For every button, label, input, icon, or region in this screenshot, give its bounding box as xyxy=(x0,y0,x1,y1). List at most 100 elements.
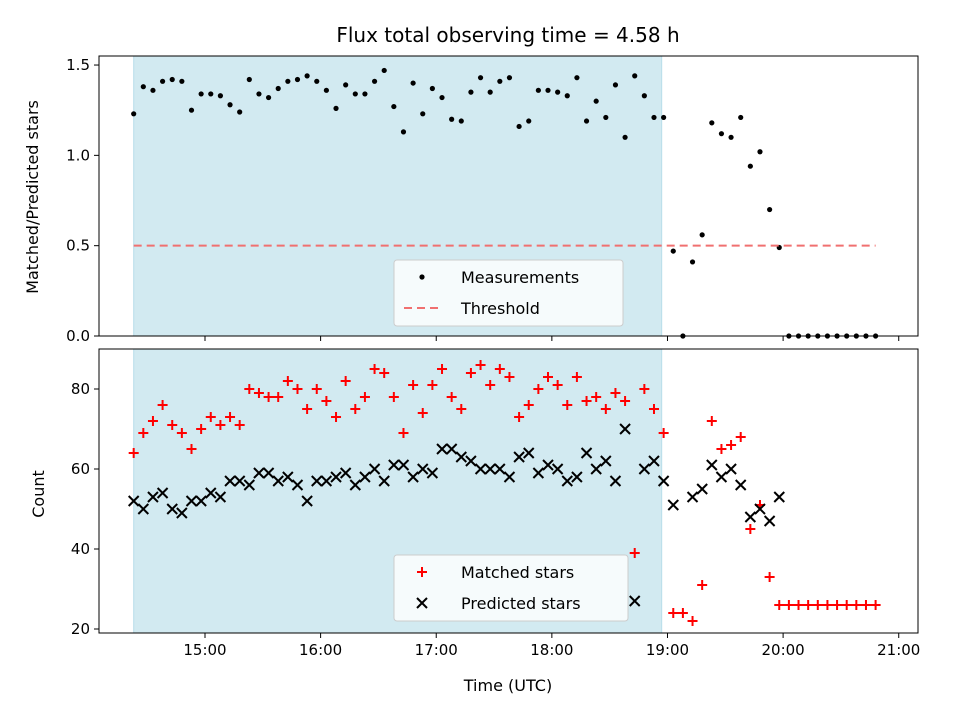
matched-star-point xyxy=(128,448,139,458)
matched-star-point xyxy=(523,400,534,410)
matched-star-point xyxy=(514,412,525,422)
matched-star-point xyxy=(591,392,602,402)
matched-star-point xyxy=(147,416,158,426)
matched-star-point xyxy=(340,376,351,386)
measurement-point xyxy=(738,114,744,121)
xtick-label: 18:00 xyxy=(530,641,573,659)
xlabel: Time (UTC) xyxy=(463,676,552,695)
matched-star-point xyxy=(446,392,457,402)
measurement-point xyxy=(593,98,599,104)
predicted-star-point xyxy=(137,503,150,515)
measurement-point xyxy=(429,85,435,92)
measurement-point xyxy=(622,134,628,140)
measurement-point xyxy=(169,76,175,83)
predicted-star-point xyxy=(368,463,381,475)
matched-star-point xyxy=(273,392,284,402)
measurement-point xyxy=(275,85,281,92)
measurement-point xyxy=(352,91,358,97)
predicted-star-point xyxy=(166,503,178,515)
predicted-star-point xyxy=(339,467,352,479)
bottom-ytick-label: 40 xyxy=(71,540,90,558)
bottom-ytick-label: 60 xyxy=(71,460,90,478)
predicted-star-point xyxy=(455,451,467,463)
xtick-label: 20:00 xyxy=(761,641,804,659)
predicted-star-point xyxy=(657,475,670,487)
top-ytick-label: 0.0 xyxy=(66,327,90,345)
matched-star-point xyxy=(620,396,631,406)
predicted-star-point xyxy=(715,471,728,483)
measurement-point xyxy=(208,91,214,97)
measurement-point xyxy=(670,248,676,254)
measurement-point xyxy=(294,76,301,83)
predicted-star-point xyxy=(600,455,612,467)
predicted-star-point xyxy=(503,471,516,483)
measurement-point xyxy=(709,120,715,126)
predicted-star-point xyxy=(127,495,140,507)
matched-star-point xyxy=(282,376,293,386)
matched-star-point xyxy=(793,600,804,610)
matched-star-point xyxy=(726,440,737,450)
matched-star-point xyxy=(841,600,852,610)
predicted-star-point xyxy=(494,463,506,475)
predicted-star-point xyxy=(725,463,737,475)
predicted-star-point xyxy=(185,495,198,507)
measurement-point xyxy=(555,89,561,95)
measurement-point xyxy=(477,75,484,81)
measurement-point xyxy=(641,93,647,99)
predicted-star-point xyxy=(484,463,496,475)
matched-star-point xyxy=(562,400,573,410)
predicted-star-point xyxy=(233,475,246,487)
predicted-star-point xyxy=(301,495,313,507)
legend-label: Threshold xyxy=(460,299,540,318)
predicted-star-point xyxy=(407,471,419,483)
matched-star-point xyxy=(745,524,756,534)
matched-star-point xyxy=(253,388,264,398)
measurement-point xyxy=(333,105,339,111)
top-ylabel: Matched/Predicted stars xyxy=(23,100,42,294)
matched-star-point xyxy=(581,396,592,406)
predicted-star-point xyxy=(638,463,651,475)
measurement-point xyxy=(140,84,146,90)
measurement-point xyxy=(285,78,291,84)
matched-star-point xyxy=(215,420,226,430)
measurement-point xyxy=(449,116,455,122)
predicted-star-point xyxy=(388,459,400,471)
measurement-point xyxy=(256,91,262,97)
matched-star-point xyxy=(350,404,361,414)
matched-star-point xyxy=(157,400,168,410)
predicted-star-point xyxy=(253,467,265,479)
matched-star-point xyxy=(263,392,274,402)
matched-star-point xyxy=(369,364,380,374)
matched-star-point xyxy=(677,608,688,618)
measurement-point xyxy=(728,134,734,140)
measurement-point xyxy=(323,87,329,93)
matched-star-point xyxy=(648,404,659,414)
measurement-point xyxy=(545,87,551,93)
predicted-star-point xyxy=(426,467,439,479)
matched-star-point xyxy=(860,600,871,610)
matched-star-point xyxy=(225,412,236,422)
predicted-star-point xyxy=(378,475,390,487)
matched-star-point xyxy=(870,600,881,610)
bottom-ytick-label: 80 xyxy=(71,380,90,398)
measurement-point xyxy=(265,94,272,101)
top-ytick-label: 1.5 xyxy=(66,56,90,74)
predicted-star-point xyxy=(706,459,718,471)
legend-marker-dot xyxy=(419,274,425,280)
matched-star-point xyxy=(465,368,476,378)
predicted-star-point xyxy=(629,595,641,607)
xtick-label: 19:00 xyxy=(646,641,689,659)
predicted-star-point xyxy=(436,443,448,455)
measurement-point xyxy=(747,163,753,169)
matched-star-point xyxy=(186,444,197,454)
predicted-star-point xyxy=(773,491,785,503)
measurement-point xyxy=(574,75,580,81)
matched-star-point xyxy=(610,388,621,398)
predicted-star-point xyxy=(224,475,236,487)
predicted-star-point xyxy=(474,463,487,475)
matched-star-point xyxy=(379,368,390,378)
matched-star-point xyxy=(812,600,823,610)
matched-star-point xyxy=(783,600,794,610)
measurement-point xyxy=(506,75,513,81)
predicted-star-point xyxy=(243,479,256,491)
